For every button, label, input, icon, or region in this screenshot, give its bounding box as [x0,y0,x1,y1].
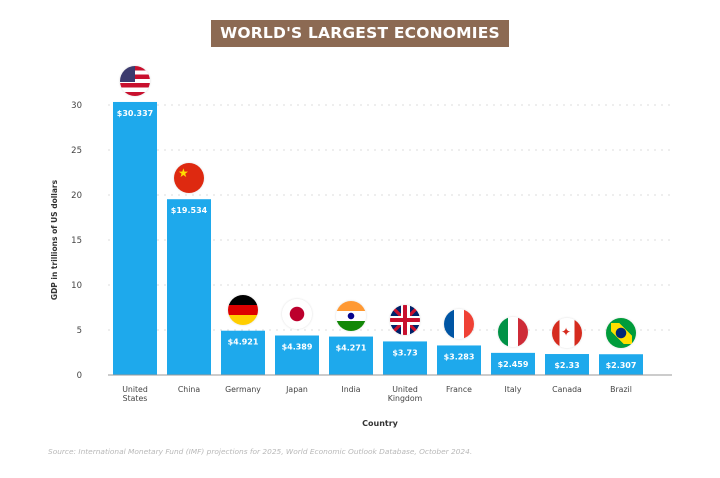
data-label: $30.337 [117,109,153,118]
y-tick-label: 10 [71,281,82,291]
data-label: $2.307 [606,361,637,370]
chart-title: WORLD'S LARGEST ECONOMIES [211,20,509,47]
italy-flag-icon [498,316,528,347]
flag-emblem-icon: ★ [178,166,189,181]
x-tick-label: France [446,385,472,394]
data-label: $4.271 [336,344,367,353]
us-flag-icon [120,65,150,96]
china-flag-icon: ★ [174,163,204,194]
data-label: $4.921 [228,338,259,347]
y-axis-label: GDP in trillions of US dollars [50,179,59,300]
uk-flag-icon [390,305,420,336]
source-note: Source: International Monetary Fund (IMF… [48,447,473,456]
y-tick-label: 0 [77,371,82,381]
bar [113,101,157,375]
india-flag-icon [336,300,366,331]
x-axis-label: Country [362,419,399,428]
x-tick-label: India [341,385,360,394]
data-label: $19.534 [171,206,208,215]
y-tick-label: 25 [71,146,82,156]
bar [275,335,319,375]
bar [167,199,211,375]
japan-flag-icon [282,299,312,330]
x-tick-label: United [122,385,148,394]
x-tick-label: Japan [285,385,308,394]
x-tick-label: Italy [505,385,522,394]
bar [545,354,589,375]
bar [383,341,427,375]
y-tick-label: 15 [71,236,82,246]
x-tick-label: Germany [225,385,261,394]
bar [491,352,535,375]
canada-flag-icon: ✦ [552,318,582,349]
y-tick-label: 30 [71,101,82,111]
data-label: $2.33 [554,361,579,370]
bar [329,336,373,375]
flag-emblem-icon: ✦ [561,325,572,340]
data-label: $4.389 [282,342,313,351]
y-tick-label: 20 [71,191,82,201]
data-label: $2.459 [498,360,529,369]
x-tick-label: Canada [552,385,582,394]
brazil-flag-icon [606,318,636,349]
bar [437,345,481,375]
data-label: $3.283 [444,352,475,361]
data-label: $3.73 [392,348,417,357]
bar [221,330,265,375]
x-tick-label: States [123,394,148,403]
y-tick-label: 5 [77,326,82,336]
x-tick-label: China [178,385,200,394]
x-tick-label: Brazil [610,385,632,394]
x-tick-label: Kingdom [388,394,423,403]
germany-flag-icon [228,294,258,325]
bar [599,354,643,375]
x-tick-label: United [392,385,418,394]
france-flag-icon [444,309,474,340]
